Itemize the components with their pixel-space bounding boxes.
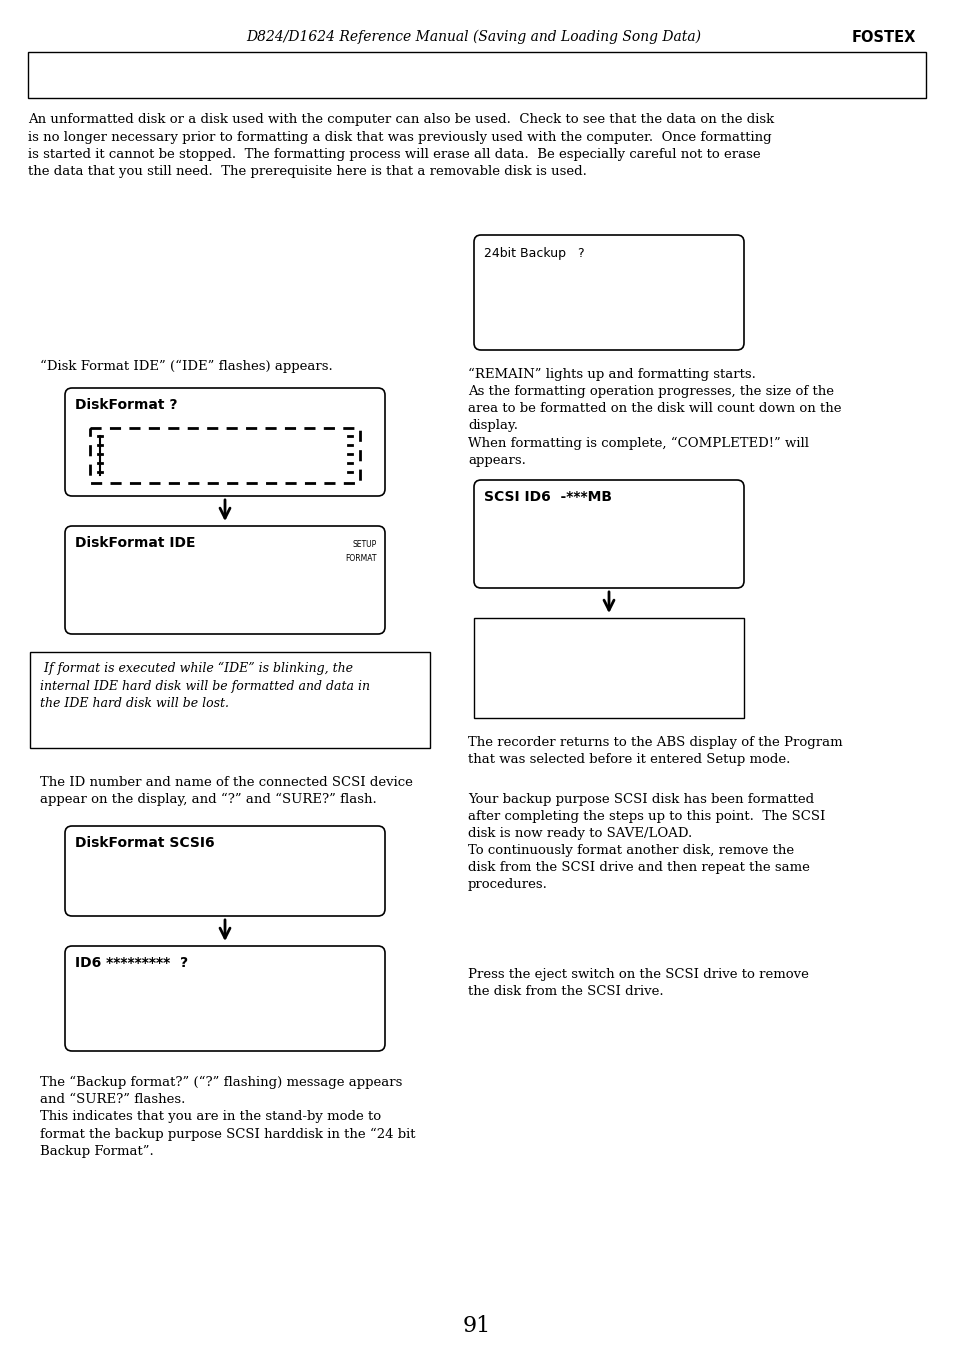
FancyBboxPatch shape (65, 526, 385, 634)
Text: “REMAIN” lights up and formatting starts.
As the formatting operation progresses: “REMAIN” lights up and formatting starts… (468, 367, 841, 466)
Text: 24bit Backup   ?: 24bit Backup ? (483, 247, 584, 259)
FancyBboxPatch shape (65, 946, 385, 1051)
Text: DiskFormat IDE: DiskFormat IDE (75, 536, 195, 550)
Text: The “Backup format?” (“?” flashing) message appears
and “SURE?” flashes.
This in: The “Backup format?” (“?” flashing) mess… (40, 1075, 416, 1158)
Text: 91: 91 (462, 1315, 491, 1337)
Text: SCSI ID6  -***MB: SCSI ID6 -***MB (483, 490, 612, 504)
Text: DiskFormat ?: DiskFormat ? (75, 399, 177, 412)
Text: Press the eject switch on the SCSI drive to remove
the disk from the SCSI drive.: Press the eject switch on the SCSI drive… (468, 969, 808, 998)
Text: SETUP: SETUP (353, 540, 376, 549)
Text: The recorder returns to the ABS display of the Program
that was selected before : The recorder returns to the ABS display … (468, 736, 841, 766)
Text: “Disk Format IDE” (“IDE” flashes) appears.: “Disk Format IDE” (“IDE” flashes) appear… (40, 359, 333, 373)
FancyBboxPatch shape (65, 388, 385, 496)
Text: FOSTEX: FOSTEX (851, 30, 915, 45)
Bar (474, 617, 743, 717)
FancyBboxPatch shape (474, 480, 743, 588)
Bar (28, 51, 925, 99)
Text: ID6 *********  ?: ID6 ********* ? (75, 957, 188, 970)
Text: Your backup purpose SCSI disk has been formatted
after completing the steps up t: Your backup purpose SCSI disk has been f… (468, 793, 824, 892)
Text: D824/D1624 Reference Manual (Saving and Loading Song Data): D824/D1624 Reference Manual (Saving and … (246, 30, 700, 45)
Text: The ID number and name of the connected SCSI device
appear on the display, and “: The ID number and name of the connected … (40, 775, 413, 807)
FancyBboxPatch shape (65, 825, 385, 916)
Bar (30, 653, 430, 748)
Text: If format is executed while “IDE” is blinking, the
internal IDE hard disk will b: If format is executed while “IDE” is bli… (40, 662, 370, 711)
Text: FORMAT: FORMAT (345, 554, 376, 563)
FancyBboxPatch shape (474, 235, 743, 350)
Text: DiskFormat SCSI6: DiskFormat SCSI6 (75, 836, 214, 850)
Bar (90, 428, 359, 484)
Text: An unformatted disk or a disk used with the computer can also be used.  Check to: An unformatted disk or a disk used with … (28, 113, 774, 178)
